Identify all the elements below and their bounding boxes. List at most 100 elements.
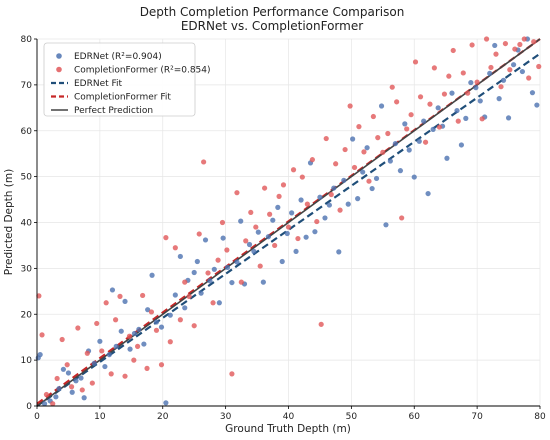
completionformer-point [422, 139, 429, 145]
edrnet-point [369, 185, 375, 192]
completionformer-point [39, 332, 45, 338]
edrnet-point [136, 326, 142, 332]
legend-label: EDRNet (R²=0.904) [74, 52, 162, 62]
completionformer-point [417, 94, 424, 100]
legend-label: EDRNet Fit [74, 79, 123, 89]
completionformer-point [404, 126, 410, 132]
perfect-prediction-line [36, 38, 541, 407]
edrnet-point [229, 279, 235, 286]
edrnet-point [336, 249, 342, 255]
y-tick-label: 60 [21, 127, 33, 137]
edrnet-point [211, 266, 217, 272]
edrnet-point [81, 395, 87, 401]
edrnet-point [220, 235, 226, 241]
x-tick-label: 70 [471, 412, 483, 422]
completionformer-point [347, 103, 353, 109]
edrnet-point [387, 158, 393, 164]
edrnet-point [345, 201, 351, 207]
completionformer-point [94, 320, 100, 327]
edrnet-point [289, 210, 295, 216]
edrnet-point [109, 287, 116, 293]
completionformer-point [337, 207, 343, 213]
edrnet-point [53, 394, 59, 400]
completionformer-point [446, 73, 452, 79]
edrnet-point [435, 105, 441, 111]
legend-label: Perfect Prediction [74, 106, 153, 116]
x-tick-label: 40 [283, 412, 295, 422]
completionformer-point [219, 219, 226, 226]
completionformer-point [79, 387, 85, 393]
completionformer-point [243, 238, 249, 244]
completionformer-point [488, 64, 494, 71]
edrnet-point [69, 389, 75, 395]
completionformer-point [135, 343, 141, 349]
completionformer-point [295, 235, 301, 242]
completionformer-point [248, 209, 254, 216]
completionformer-point [309, 157, 315, 163]
completionformer-point [89, 380, 95, 386]
legend-label: CompletionFormer (R²=0.854) [74, 66, 211, 76]
completionformer-point [50, 401, 56, 407]
edrnet-point [41, 401, 48, 407]
edrnet-point [172, 292, 178, 298]
completionformer-point [177, 317, 183, 323]
y-tick-label: 0 [26, 402, 32, 412]
edrnet-point [303, 234, 309, 240]
completionformer-point [385, 130, 391, 137]
edrnet-point [425, 190, 431, 197]
edrnet-point [275, 204, 281, 210]
edrnet-point [118, 328, 124, 334]
completionformer-point [460, 70, 466, 76]
edrnet-point [392, 140, 398, 147]
x-tick-label: 20 [157, 412, 169, 422]
completionformer-point [314, 218, 320, 225]
completionformer-point [290, 167, 297, 173]
completionformer-point [182, 279, 188, 285]
completionformer-point [201, 159, 207, 165]
completionformer-point [526, 75, 532, 81]
edrnet-point [284, 230, 290, 237]
edrnet-point [421, 118, 427, 124]
edrnet-point [158, 324, 165, 330]
completionformer-point [140, 292, 146, 299]
edrnet-point [224, 264, 231, 271]
completionformer-point [304, 201, 310, 207]
edrnet-point [496, 96, 502, 102]
edrnet-point [519, 68, 525, 75]
completionformer-point [253, 224, 259, 230]
edrnet-point [251, 248, 257, 255]
edrnet-point [145, 307, 151, 313]
edrnet-point [153, 319, 160, 325]
completionformer-point [498, 84, 504, 90]
completionformer-point [465, 90, 471, 96]
completionformer-point [234, 190, 240, 196]
edrnet-point [454, 107, 460, 114]
edrnet-point [127, 346, 133, 352]
completionformer-point [103, 300, 109, 306]
y-axis-label: Predicted Depth (m) [3, 169, 15, 275]
y-tick-label: 80 [21, 35, 33, 45]
completionformer-point [517, 41, 523, 48]
completionformer-point [224, 247, 230, 253]
completionformer-point [493, 51, 499, 57]
edrnet-point [468, 79, 474, 86]
edrnet-point [182, 305, 188, 311]
completionformer-point [215, 257, 221, 263]
edrnet-point [500, 77, 507, 83]
completionformer-point [153, 327, 160, 333]
y-tick-label: 20 [21, 310, 33, 320]
edrnet-point [463, 115, 469, 121]
completionformer-point [380, 149, 386, 155]
completionformer-point [267, 211, 273, 217]
x-tick-label: 30 [220, 412, 232, 422]
completionformer-point [394, 99, 400, 105]
completionformer-point [536, 63, 542, 70]
completionformer-point [483, 36, 490, 42]
edrnet-point [149, 272, 155, 278]
edrnet-point [202, 237, 209, 243]
y-tick-label: 10 [21, 356, 33, 366]
completionformer-point [323, 135, 329, 142]
edrnet-point [191, 269, 197, 276]
edrnet-point [131, 330, 138, 337]
edrnet-point [102, 363, 108, 370]
